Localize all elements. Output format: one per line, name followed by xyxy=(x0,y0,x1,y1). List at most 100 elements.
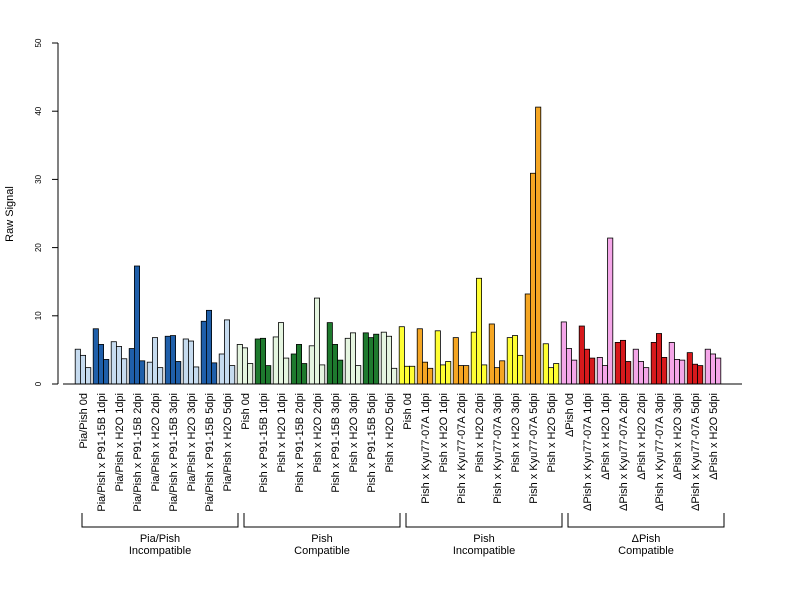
y-tick-label: 40 xyxy=(34,106,43,115)
bar xyxy=(380,331,387,385)
category-label: ΔPish 0d xyxy=(564,393,576,437)
bar xyxy=(98,344,105,385)
bar xyxy=(116,346,123,385)
bar xyxy=(668,341,675,385)
bar xyxy=(103,359,110,385)
bar xyxy=(571,359,578,385)
bar xyxy=(488,323,495,385)
bar xyxy=(236,344,243,385)
bar xyxy=(643,367,650,385)
category-label: Pish x Kyu77-07A 2dpi xyxy=(456,393,468,504)
bar xyxy=(193,366,200,385)
category-label: Pia/Pish x H2O 2dpi xyxy=(150,393,162,491)
bar xyxy=(632,348,639,385)
bar xyxy=(133,265,140,385)
bar xyxy=(638,361,645,385)
category-label: ΔPish x H2O 5dpi xyxy=(708,393,720,480)
bar xyxy=(421,361,428,385)
category-label: ΔPish x Kyu77-07A 5dpi xyxy=(690,393,702,511)
bar xyxy=(277,322,284,385)
bar xyxy=(607,237,614,385)
category-labels: Pia/Pish 0d Pia/Pish x P91-15B 1dpi Pia/Pi… xyxy=(78,393,720,512)
bar xyxy=(481,364,488,385)
y-axis: 0 10 20 30 40 50 xyxy=(34,38,59,386)
bar xyxy=(175,361,182,385)
bar xyxy=(524,293,531,385)
bar xyxy=(337,359,344,385)
bar xyxy=(151,337,158,385)
category-label: Pish x H2O 2dpi xyxy=(474,393,486,472)
bar xyxy=(512,335,519,385)
category-label: Pia/Pish x P91-15B 1dpi xyxy=(96,393,108,512)
y-tick-label: 0 xyxy=(34,381,43,386)
y-tick-label: 20 xyxy=(34,243,43,252)
category-label: ΔPish x Kyu77-07A 2dpi xyxy=(618,393,630,511)
bar xyxy=(650,341,657,385)
bar xyxy=(439,364,446,385)
category-label: Pish x Kyu77-07A 3dpi xyxy=(492,393,504,504)
group-bracket xyxy=(405,513,563,528)
category-label: Pish x H2O 3dpi xyxy=(510,393,522,472)
bar xyxy=(80,354,87,385)
bar xyxy=(578,325,585,385)
bar xyxy=(584,348,591,385)
bar xyxy=(704,348,711,385)
group-brackets: Pia/PishIncompatiblePishCompatiblePishIn… xyxy=(81,513,725,557)
bar xyxy=(416,328,423,385)
bar xyxy=(259,337,266,385)
bar xyxy=(530,172,537,385)
bar xyxy=(674,359,681,385)
bar xyxy=(265,365,272,385)
bar xyxy=(506,337,513,385)
category-label: ΔPish x H2O 3dpi xyxy=(672,393,684,480)
bar xyxy=(391,367,398,385)
bar xyxy=(715,357,722,385)
bar xyxy=(355,365,362,385)
bar xyxy=(139,360,146,385)
bar xyxy=(434,330,441,385)
category-label: ΔPish x Kyu77-07A 1dpi xyxy=(582,393,594,511)
bar xyxy=(602,365,609,385)
bar xyxy=(157,367,164,385)
bar xyxy=(331,344,338,385)
bar xyxy=(74,348,81,385)
bar xyxy=(548,367,555,385)
bar xyxy=(295,344,302,385)
category-label: ΔPish x H2O 2dpi xyxy=(636,393,648,480)
group-sublabel: Incompatible xyxy=(453,545,515,557)
category-label: ΔPish x Kyu77-07A 3dpi xyxy=(654,393,666,511)
group-label: Pish xyxy=(473,533,494,545)
bar xyxy=(92,328,99,385)
bar xyxy=(164,335,171,385)
bar xyxy=(218,353,225,385)
bar xyxy=(373,333,380,385)
category-label: Pish x H2O 3dpi xyxy=(348,393,360,472)
bar xyxy=(560,321,567,385)
bar xyxy=(344,337,351,385)
y-axis-title: Raw Signal xyxy=(4,186,16,242)
bar xyxy=(692,363,699,385)
bars xyxy=(74,106,722,385)
group-sublabel: Compatible xyxy=(294,545,350,557)
bar xyxy=(457,365,464,385)
bar xyxy=(517,354,524,385)
bar xyxy=(656,333,663,385)
group-label: Pish xyxy=(311,533,332,545)
bar xyxy=(313,297,320,385)
category-label: Pish x P91-15B 5dpi xyxy=(366,393,378,493)
category-label: ΔPish x H2O 1dpi xyxy=(600,393,612,480)
bar xyxy=(326,322,333,385)
bar xyxy=(211,362,218,385)
bar xyxy=(427,367,434,385)
bar xyxy=(493,367,500,385)
bar xyxy=(614,341,621,385)
bar xyxy=(625,361,632,385)
bar xyxy=(241,347,248,385)
bar xyxy=(367,337,374,385)
group-sublabel: Compatible xyxy=(618,545,674,557)
bar xyxy=(697,365,704,385)
bar xyxy=(535,106,542,385)
category-label: Pia/Pish x P91-15B 5dpi xyxy=(204,393,216,512)
bar xyxy=(686,352,693,385)
